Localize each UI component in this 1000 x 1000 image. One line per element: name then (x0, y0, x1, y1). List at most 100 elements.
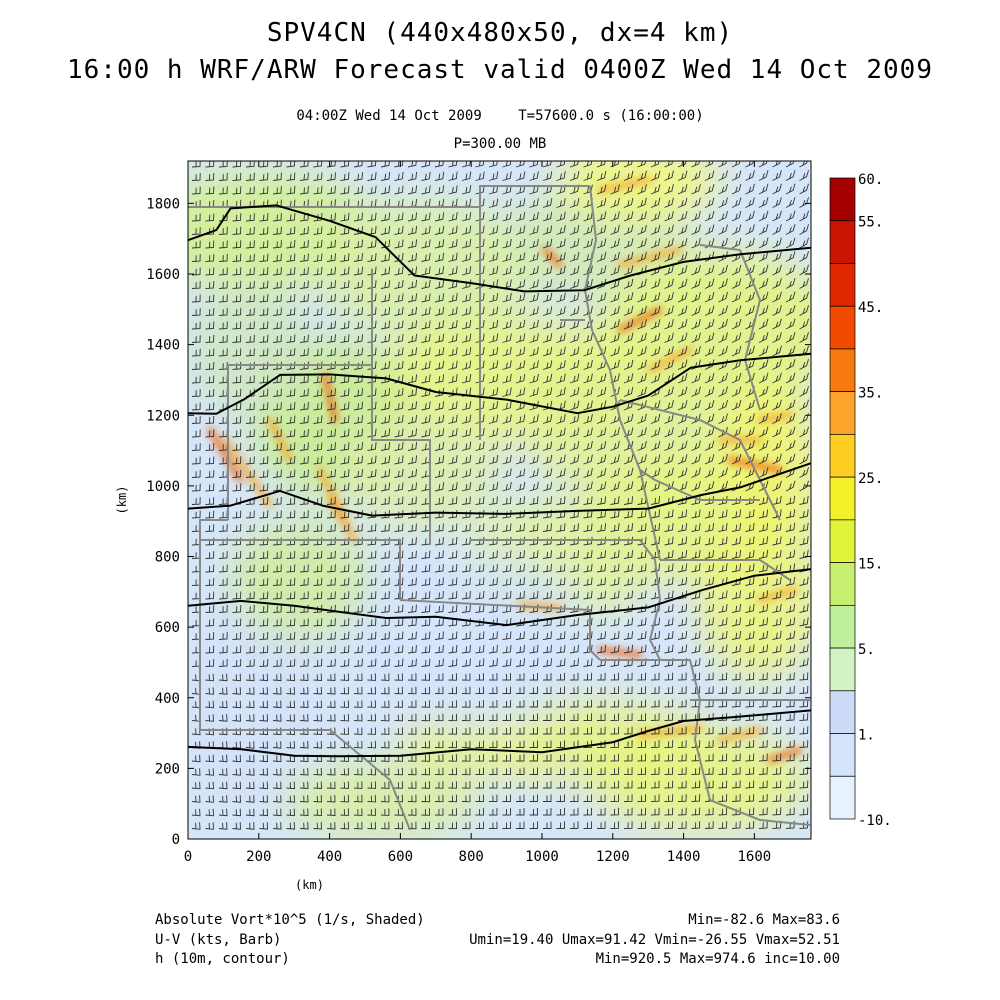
wind-barb (664, 577, 674, 586)
wind-barb (515, 211, 526, 222)
wind-barb (245, 307, 255, 316)
wind-barb (731, 399, 742, 411)
wind-barb (745, 685, 755, 694)
wind-barb (434, 306, 445, 316)
wind-barb (758, 210, 769, 222)
wind-barb (583, 523, 593, 532)
wind-barb (664, 224, 674, 235)
wind-barb (286, 550, 296, 559)
wind-barb (461, 550, 471, 559)
wind-barb (745, 549, 755, 559)
wind-barb (718, 590, 728, 600)
pressure-level-label: P=300.00 MB (453, 136, 547, 152)
wind-barb (745, 183, 755, 195)
wind-barb (461, 658, 471, 667)
wind-barb (502, 468, 512, 478)
wind-barb (772, 807, 782, 816)
wind-barb (461, 686, 471, 695)
wind-barb (448, 644, 458, 654)
wind-barb (529, 292, 539, 303)
wind-barb (340, 767, 349, 776)
wind-barb (677, 224, 688, 235)
wind-barb (259, 280, 269, 289)
wind-barb (596, 672, 606, 681)
wind-barb (542, 523, 552, 532)
wind-barb (596, 563, 607, 573)
wind-barb (772, 372, 782, 384)
wind-barb (205, 294, 215, 303)
wind-barb (529, 252, 539, 262)
wind-barb (543, 754, 552, 762)
wind-barb (259, 226, 269, 235)
wind-barb (718, 686, 728, 694)
wind-barb (731, 563, 742, 573)
wind-barb (691, 480, 701, 492)
wind-barb (205, 673, 214, 682)
wind-barb (556, 686, 565, 694)
colorbar-bin (829, 220, 856, 264)
wind-barb (367, 713, 376, 722)
wind-barb (799, 161, 808, 168)
wind-barb (461, 700, 471, 708)
wind-barb (205, 348, 215, 357)
wind-barb (799, 590, 809, 600)
wind-barb (556, 726, 565, 735)
wind-barb (232, 429, 242, 438)
wind-barb (475, 740, 484, 749)
wind-barb (529, 225, 539, 235)
wind-barb (488, 740, 498, 749)
wind-barb (488, 563, 498, 573)
wind-barb (785, 576, 796, 586)
wind-barb (704, 440, 715, 451)
wind-barb (205, 402, 215, 411)
wind-barb (488, 496, 498, 505)
wind-barb (515, 238, 526, 249)
wind-barb (421, 631, 431, 640)
wind-barb (259, 618, 269, 627)
wind-barb (556, 577, 566, 586)
wind-barb (272, 822, 282, 830)
colorbar-bin (829, 562, 856, 606)
wind-barb (394, 564, 404, 573)
wind-barb (691, 264, 701, 276)
wind-barb (745, 672, 755, 681)
wind-barb (637, 161, 647, 168)
wind-barb (299, 700, 309, 708)
wind-barb (718, 264, 728, 276)
wind-barb (718, 549, 728, 559)
wind-barb (785, 210, 796, 222)
wind-barb (569, 252, 580, 262)
wind-barb (704, 345, 715, 357)
wind-barb (677, 467, 688, 478)
wind-barb (272, 577, 282, 586)
wind-barb (272, 808, 282, 817)
wind-barb (272, 618, 282, 627)
wind-barb (326, 713, 336, 722)
wind-barb (542, 184, 553, 195)
wind-barb (421, 401, 431, 411)
wind-barb (556, 198, 566, 208)
wind-barb (623, 292, 634, 303)
wind-barb (596, 224, 607, 235)
wind-barb (543, 727, 552, 735)
wind-barb (799, 644, 809, 654)
wind-barb (799, 372, 809, 384)
wind-barb (664, 161, 674, 168)
wind-barb (623, 211, 634, 222)
wind-barb (407, 713, 417, 722)
wind-barb (637, 170, 647, 181)
wind-barb (799, 426, 809, 438)
wind-barb (542, 161, 552, 168)
wind-barb (745, 522, 755, 532)
wind-barb (664, 740, 674, 748)
wind-barb (340, 293, 350, 303)
wind-barb (272, 348, 282, 357)
wind-barb (475, 171, 485, 181)
wind-barb (434, 441, 445, 451)
wind-barb (218, 754, 228, 763)
wind-barb (596, 319, 607, 330)
wind-barb (286, 714, 295, 722)
wind-barb (286, 577, 296, 586)
wind-barb (380, 591, 390, 600)
height-contour (188, 204, 811, 293)
